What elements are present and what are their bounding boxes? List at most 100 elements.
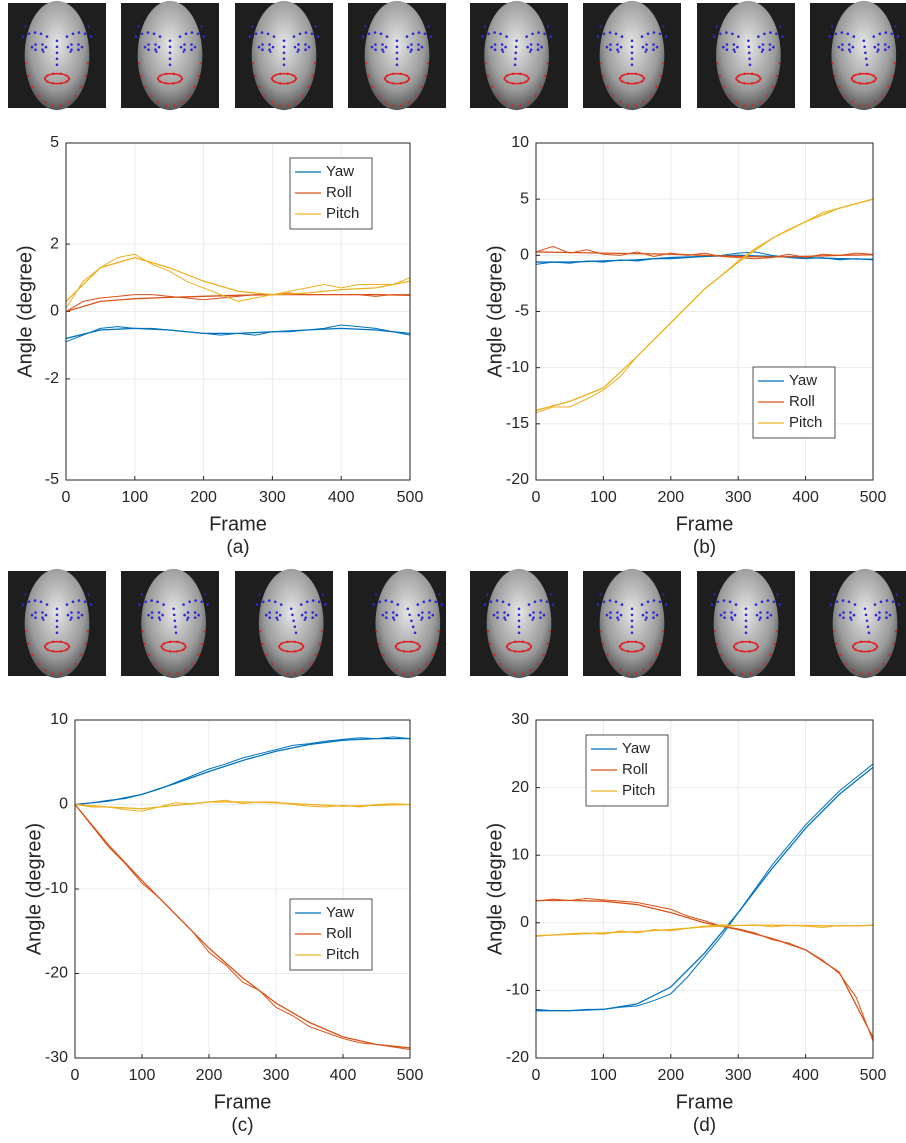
landmark (617, 50, 620, 53)
landmark (492, 613, 496, 617)
landmark (754, 603, 758, 606)
landmark (616, 611, 619, 614)
landmark (605, 613, 609, 617)
landmark (279, 82, 282, 85)
landmark (174, 631, 178, 635)
landmark (850, 618, 853, 621)
landmark (873, 642, 876, 645)
landmark (255, 603, 259, 606)
face-thumbnail (235, 0, 333, 111)
landmark (390, 600, 394, 604)
landmark (602, 74, 605, 77)
landmark (371, 85, 374, 88)
landmark (392, 72, 395, 76)
landmark (741, 650, 744, 653)
landmark (373, 31, 377, 34)
landmark (416, 603, 420, 606)
landmark (536, 662, 539, 665)
landmark (750, 82, 754, 85)
landmark (158, 35, 162, 38)
landmark (722, 45, 725, 49)
chart: 0 100 200 300 400 500 -30 -20 -10 0 10 Frame Angle (… (23, 711, 423, 1136)
landmark (744, 631, 748, 635)
landmark (878, 611, 881, 614)
landmark (896, 35, 900, 38)
landmark (45, 35, 49, 38)
y-tick-label: -5 (515, 303, 529, 320)
face (24, 568, 90, 679)
landmark (80, 85, 83, 88)
landmark (866, 625, 870, 629)
landmark (759, 616, 762, 619)
landmark (599, 25, 602, 28)
landmark (626, 672, 630, 675)
landmark (602, 642, 605, 645)
landmark (286, 72, 289, 76)
landmark (778, 25, 782, 28)
landmark (501, 600, 505, 604)
landmark (24, 25, 27, 28)
landmark (172, 82, 175, 85)
landmark (642, 645, 646, 648)
landmark (766, 611, 769, 614)
landmark (67, 101, 70, 104)
landmark (891, 600, 895, 604)
landmark (713, 35, 716, 38)
landmark (83, 600, 87, 604)
landmark (833, 74, 837, 77)
landmark (504, 45, 507, 49)
landmark (877, 48, 880, 51)
landmark (718, 74, 721, 77)
landmark (514, 57, 517, 61)
landmark (186, 616, 190, 619)
landmark (723, 616, 726, 619)
landmark (385, 611, 388, 614)
landmark (203, 630, 206, 633)
landmark (381, 613, 385, 617)
landmark (608, 31, 612, 34)
landmark (271, 662, 274, 665)
landmark (294, 77, 298, 80)
landmark (866, 82, 869, 85)
landmark (731, 618, 734, 621)
landmark (52, 72, 55, 76)
landmark (493, 48, 497, 51)
landmark (405, 35, 409, 38)
landmark (841, 43, 844, 46)
landmark (877, 43, 880, 46)
landmark (652, 48, 655, 51)
landmark (634, 72, 637, 76)
landmark (59, 104, 63, 107)
landmark (852, 35, 856, 38)
landmark (379, 32, 383, 36)
landmark (39, 600, 43, 604)
landmark (626, 104, 630, 107)
landmark (894, 630, 898, 633)
landmark (45, 603, 49, 606)
landmark (645, 616, 648, 619)
x-tick-label: 100 (129, 1067, 156, 1084)
landmark (153, 662, 156, 665)
landmark (885, 599, 889, 602)
landmark (528, 613, 532, 617)
landmark (399, 104, 403, 107)
landmark (743, 72, 746, 76)
landmark (748, 650, 751, 653)
landmark (529, 645, 533, 648)
landmark (395, 39, 399, 43)
landmark (361, 35, 365, 38)
landmark (387, 662, 391, 665)
landmark (716, 62, 719, 65)
landmark (531, 32, 534, 36)
landmark (630, 619, 634, 623)
landmark (137, 25, 140, 28)
landmark (640, 642, 643, 645)
x-tick-label: 0 (532, 1067, 541, 1084)
landmark (778, 62, 781, 65)
landmark (722, 85, 725, 88)
landmark (286, 82, 289, 85)
landmark (659, 74, 662, 77)
landmark (858, 82, 862, 85)
y-tick-label: 0 (520, 914, 529, 931)
landmark (877, 618, 880, 621)
